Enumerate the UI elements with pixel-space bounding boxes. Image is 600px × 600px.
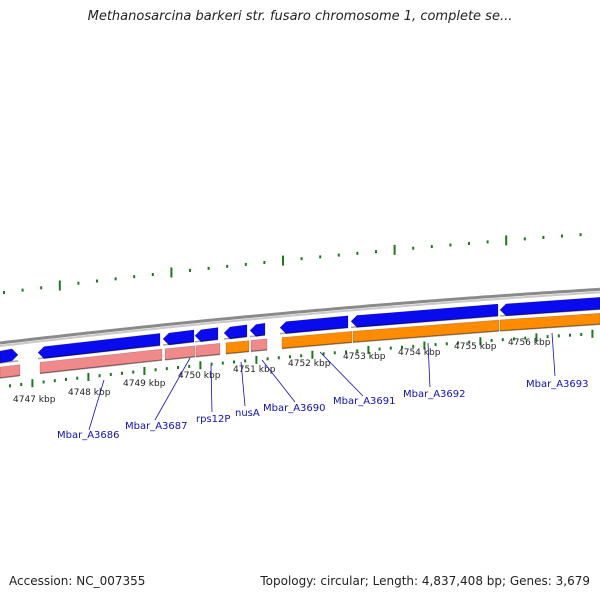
cds-forward	[279, 315, 349, 334]
cds-reverse-shade	[352, 330, 500, 344]
cds-forward	[499, 296, 600, 317]
scale-label: 4748 kbp	[68, 388, 111, 398]
cds-forward-shade	[37, 344, 161, 360]
gene-label: Mbar_A3692	[403, 389, 466, 400]
cds-forward	[350, 303, 499, 328]
cds-reverse	[0, 364, 21, 379]
cds-forward-shade	[162, 341, 195, 346]
cds-reverse-shade	[250, 349, 268, 353]
cds-reverse	[164, 345, 196, 361]
cds-reverse	[225, 340, 250, 355]
scale-label: 4752 kbp	[288, 359, 331, 369]
gene-label: Mbar_A3690	[263, 403, 326, 414]
scale-label: 4750 kbp	[178, 371, 221, 381]
cds-reverse	[250, 338, 268, 352]
cds-reverse	[281, 331, 353, 349]
backbone-line	[0, 287, 600, 345]
scale-label: 4755 kbp	[454, 342, 497, 352]
cds-reverse-shade	[225, 350, 250, 355]
cds-forward	[223, 324, 248, 340]
map-title: Methanosarcina barkeri str. fusaro chrom…	[87, 9, 513, 24]
gene-label: Mbar_A3693	[526, 379, 589, 390]
gene-leader-line	[427, 342, 431, 388]
cds-reverse-shade	[164, 356, 196, 361]
cds-reverse-shade	[39, 359, 163, 375]
cds-reverse-shade	[281, 341, 353, 350]
gene-label: Mbar_A3691	[333, 396, 396, 407]
cds-reverse	[352, 319, 500, 343]
gene-leader-line	[154, 357, 191, 421]
gene-leader-line	[319, 351, 364, 397]
scale-label: 4749 kbp	[123, 379, 166, 389]
gene-label: Mbar_A3687	[125, 421, 188, 432]
cds-forward-shade	[0, 360, 19, 364]
scale-label: 4753 kbp	[343, 352, 386, 362]
cds-forward-shade	[279, 326, 349, 335]
cds-forward	[0, 348, 19, 364]
gene-leader-line	[88, 379, 105, 431]
gene-label: nusA	[235, 408, 260, 419]
scale-label: 4747 kbp	[13, 395, 56, 405]
scale-label: 4751 kbp	[233, 365, 276, 375]
cds-forward-shade	[350, 315, 499, 329]
gene-label: rps12P	[196, 414, 230, 425]
cds-reverse	[499, 312, 600, 332]
gene-leader-line	[240, 361, 246, 407]
cds-forward	[37, 332, 161, 359]
cds-forward-shade	[249, 334, 266, 338]
gene-leader-line	[210, 364, 213, 413]
genome-summary-text: Topology: circular; Length: 4,837,408 bp…	[260, 574, 590, 588]
cds-reverse	[195, 343, 221, 358]
cds-forward	[162, 329, 195, 346]
backbone-line-shadow	[0, 291, 600, 347]
cds-forward	[194, 327, 219, 343]
cds-reverse	[39, 348, 163, 374]
cds-reverse-shade	[0, 374, 21, 379]
gene-label: Mbar_A3686	[57, 430, 120, 441]
accession-text: Accession: NC_007355	[9, 574, 146, 588]
cds-reverse-shade	[499, 323, 600, 332]
cds-forward-shade	[499, 308, 600, 317]
scale-label: 4754 kbp	[398, 348, 441, 358]
gene-leader-line	[261, 359, 296, 403]
cds-forward-shade	[223, 336, 248, 340]
scale-label: 4756 kbp	[508, 338, 551, 348]
cds-reverse-shade	[195, 353, 221, 358]
cds-forward	[249, 322, 266, 337]
cds-forward-shade	[194, 338, 219, 343]
gene-leader-line	[551, 332, 556, 377]
